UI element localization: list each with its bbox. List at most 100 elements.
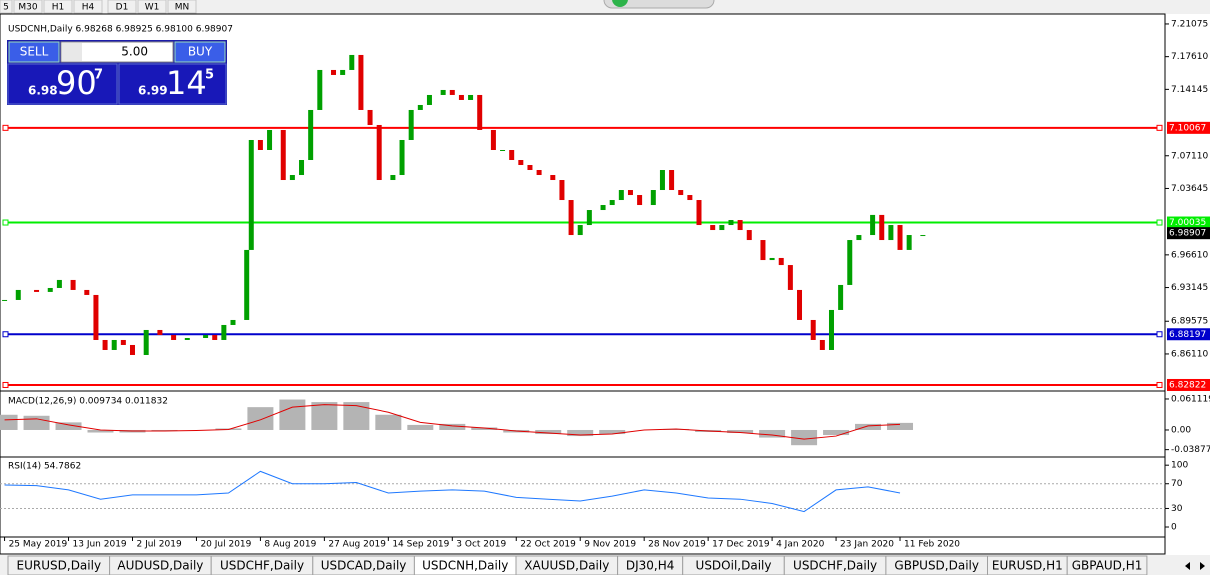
candle <box>669 170 675 191</box>
candle <box>367 109 373 125</box>
timeframe-button[interactable] <box>73 0 103 14</box>
bid-big: 6.98 <box>28 84 58 98</box>
candle <box>477 94 483 130</box>
timeframe-button[interactable] <box>137 0 167 14</box>
candle <box>349 54 355 70</box>
lot-input[interactable] <box>60 41 174 63</box>
x-tick-label: 9 Nov 2019 <box>584 540 636 550</box>
candle <box>468 94 474 100</box>
candle <box>317 69 323 110</box>
sell-button[interactable] <box>8 41 60 63</box>
sell-label[interactable]: SELL <box>20 45 49 59</box>
level-handle <box>1156 331 1163 338</box>
candle <box>760 240 766 261</box>
y-tick-label: 7.21075 <box>1171 19 1208 29</box>
chart-tab-label[interactable]: USDCHF,Daily <box>220 559 304 573</box>
candle <box>84 289 90 295</box>
macd-bar <box>727 429 754 434</box>
candle <box>687 195 693 201</box>
candle <box>609 200 615 206</box>
timeframe-button[interactable] <box>167 0 197 14</box>
timeframe-label[interactable]: W1 <box>145 3 160 13</box>
candle <box>358 54 364 110</box>
chart-tab-label[interactable]: EURUSD,Daily <box>17 559 102 573</box>
chart-tab-label[interactable]: AUDUSD,Daily <box>117 559 203 573</box>
buy-label[interactable]: BUY <box>188 45 213 59</box>
candle <box>838 284 844 310</box>
lot-value[interactable]: 5.00 <box>121 45 148 59</box>
timeframe-label[interactable]: MN <box>175 3 190 13</box>
chart-tab-label[interactable]: GBPAUD,H1 <box>1072 559 1143 573</box>
ask-big: 6.99 <box>138 84 168 98</box>
current-price-bg <box>1167 227 1210 240</box>
candle <box>408 109 414 140</box>
y-tick-label: 6.93145 <box>1171 283 1208 293</box>
timeframe-label[interactable]: H4 <box>82 3 95 13</box>
candle <box>458 94 464 100</box>
buy-button[interactable] <box>174 41 226 63</box>
candle <box>56 279 62 288</box>
candle <box>618 190 624 201</box>
timeframe-button[interactable] <box>13 0 43 14</box>
x-tick-label: 11 Feb 2020 <box>904 540 960 550</box>
chart-tab-label[interactable]: DJ30,H4 <box>626 559 675 573</box>
chart-tab-label[interactable]: USDCAD,Daily <box>321 559 407 573</box>
bid-box[interactable] <box>7 63 118 105</box>
status-dot <box>612 0 628 7</box>
macd-bar <box>375 414 402 430</box>
chart-tab-label[interactable]: EURUSD,H1 <box>992 559 1063 573</box>
timeframe-bar: 5 M30 H1 H4 D1 W1 MN <box>0 0 197 14</box>
candle <box>129 344 135 355</box>
candle <box>600 205 606 211</box>
bid-small: 7 <box>94 68 103 83</box>
candle <box>870 214 876 236</box>
candle <box>897 225 903 250</box>
chart-tab-label[interactable]: GBPUSD,Daily <box>894 559 979 573</box>
level-handle <box>2 331 9 338</box>
chart-tab-label[interactable]: USDOil,Daily <box>696 559 772 573</box>
candle <box>376 124 382 181</box>
candle <box>111 339 117 350</box>
candle <box>728 220 734 226</box>
y-tick-label: 7.14145 <box>1171 85 1208 95</box>
ask-small: 5 <box>205 68 214 83</box>
chart-tab-label[interactable]: USDCNH,Daily <box>422 559 508 573</box>
candle <box>778 257 784 266</box>
candle <box>627 190 633 196</box>
chart-tab-label[interactable]: XAUUSD,Daily <box>524 559 609 573</box>
macd-bar <box>759 429 786 438</box>
timeframe-button[interactable] <box>43 0 73 14</box>
timeframe-label[interactable]: D1 <box>116 3 129 13</box>
timeframe-label[interactable]: H1 <box>52 3 65 13</box>
timeframe-button[interactable] <box>0 0 13 14</box>
candle <box>490 129 496 150</box>
lot-spinner[interactable] <box>62 43 82 61</box>
timeframe-label[interactable]: M30 <box>18 3 37 13</box>
y-tick-label: 6.86110 <box>1171 349 1208 359</box>
candle <box>440 89 446 95</box>
candle <box>797 289 803 320</box>
macd-bar <box>791 429 818 446</box>
toolbar <box>0 0 1210 14</box>
ask-box[interactable] <box>118 63 227 105</box>
candle <box>769 257 775 261</box>
tab-scroll-left[interactable] <box>1185 562 1190 570</box>
candle <box>737 220 743 231</box>
tab-scroll-right[interactable] <box>1200 562 1205 570</box>
candle <box>93 294 99 340</box>
chart-info: USDCNH,Daily 6.98268 6.98925 6.98100 6.9… <box>8 25 233 35</box>
candle <box>221 324 227 340</box>
candle <box>819 339 825 350</box>
candle <box>536 170 542 176</box>
x-tick-label: 23 Jan 2020 <box>840 540 894 550</box>
candle <box>15 289 21 300</box>
timeframe-label[interactable]: 5 <box>3 3 9 13</box>
rsi-line <box>4 470 901 513</box>
candle <box>2 299 8 301</box>
chart-tab-label[interactable]: USDCHF,Daily <box>793 559 877 573</box>
timeframe-button[interactable] <box>107 0 137 14</box>
candle <box>203 334 209 338</box>
level-label: 7.10067 <box>1169 123 1206 133</box>
candle <box>500 149 506 151</box>
macd-signal <box>4 404 901 440</box>
